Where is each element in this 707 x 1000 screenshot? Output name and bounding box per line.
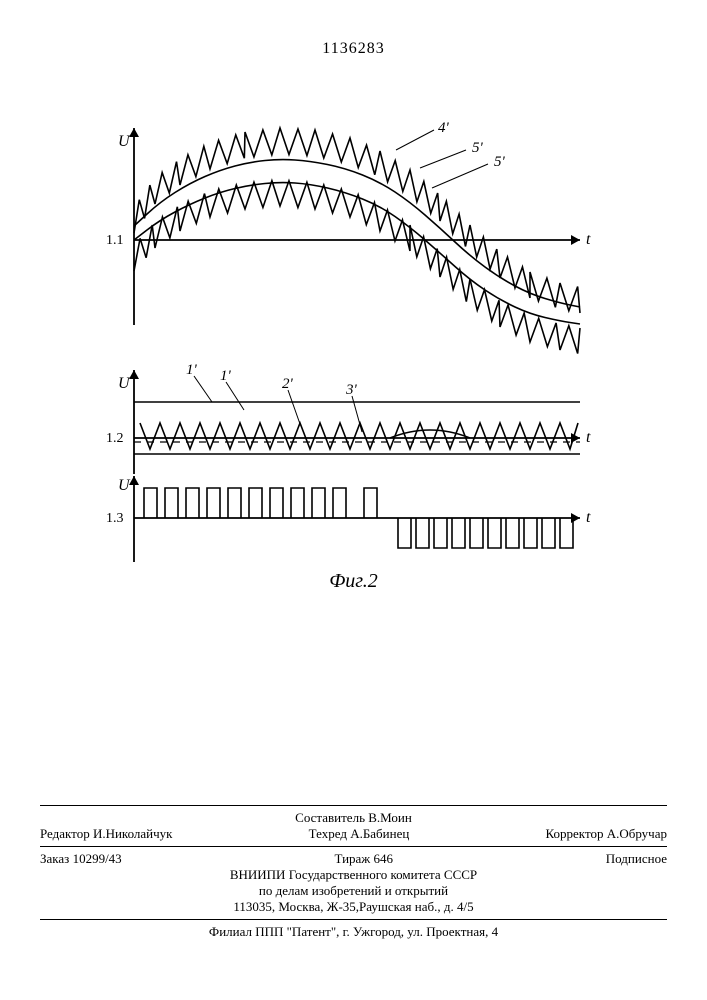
svg-text:t: t — [586, 231, 591, 248]
svg-text:2': 2' — [282, 376, 294, 392]
svg-text:t: t — [586, 429, 591, 446]
svg-text:1.1: 1.1 — [106, 233, 124, 248]
tirazh-label: Тираж — [334, 851, 370, 866]
credits-row: Редактор И.Николайчук Техред А.Бабинец К… — [40, 826, 667, 842]
svg-text:1': 1' — [186, 362, 198, 378]
tech: Техред А.Бабинец — [309, 826, 410, 842]
compiler-label: Составитель — [295, 810, 365, 825]
compiler-name: В.Моин — [368, 810, 412, 825]
footer-block: Составитель В.Моин Редактор И.Николайчук… — [40, 801, 667, 940]
editor: Редактор И.Николайчук — [40, 826, 173, 842]
svg-text:5': 5' — [472, 140, 484, 156]
compiler-line: Составитель В.Моин — [40, 810, 667, 826]
addr-line: 113035, Москва, Ж-35,Раушская наб., д. 4… — [40, 899, 667, 915]
svg-text:1': 1' — [220, 368, 232, 384]
proof: Корректор А.Обручар — [546, 826, 667, 842]
svg-text:1.2: 1.2 — [106, 431, 124, 446]
org-line-2: по делам изобретений и открытий — [40, 883, 667, 899]
document-number: 1136283 — [0, 40, 707, 58]
svg-text:5': 5' — [494, 154, 506, 170]
order-value: 10299/43 — [73, 851, 122, 866]
svg-text:3': 3' — [345, 382, 358, 398]
figure-wrapper: Ut 1.1 4' 5' 5' Ut 1.2 1' 1' 2' 3' Ut 1.3 — [100, 110, 600, 580]
svg-text:U: U — [118, 133, 131, 150]
svg-text:U: U — [118, 477, 131, 494]
subscr: Подписное — [606, 851, 667, 867]
footer-rule — [40, 919, 667, 920]
svg-text:t: t — [586, 509, 591, 526]
order-row: Заказ 10299/43 Тираж 646 Подписное — [40, 851, 667, 867]
figure-caption: Фиг.2 — [0, 570, 707, 593]
org-line-1: ВНИИПИ Государственного комитета СССР — [40, 867, 667, 883]
figure-svg: Ut 1.1 4' 5' 5' Ut 1.2 1' 1' 2' 3' Ut 1.3 — [100, 110, 600, 570]
branch-line: Филиал ППП "Патент", г. Ужгород, ул. Про… — [40, 924, 667, 940]
svg-text:U: U — [118, 375, 131, 392]
footer-rule — [40, 846, 667, 847]
svg-text:4': 4' — [438, 120, 450, 136]
svg-text:1.3: 1.3 — [106, 511, 124, 526]
footer-rule — [40, 805, 667, 806]
order-label: Заказ — [40, 851, 69, 866]
tirazh-value: 646 — [374, 851, 394, 866]
